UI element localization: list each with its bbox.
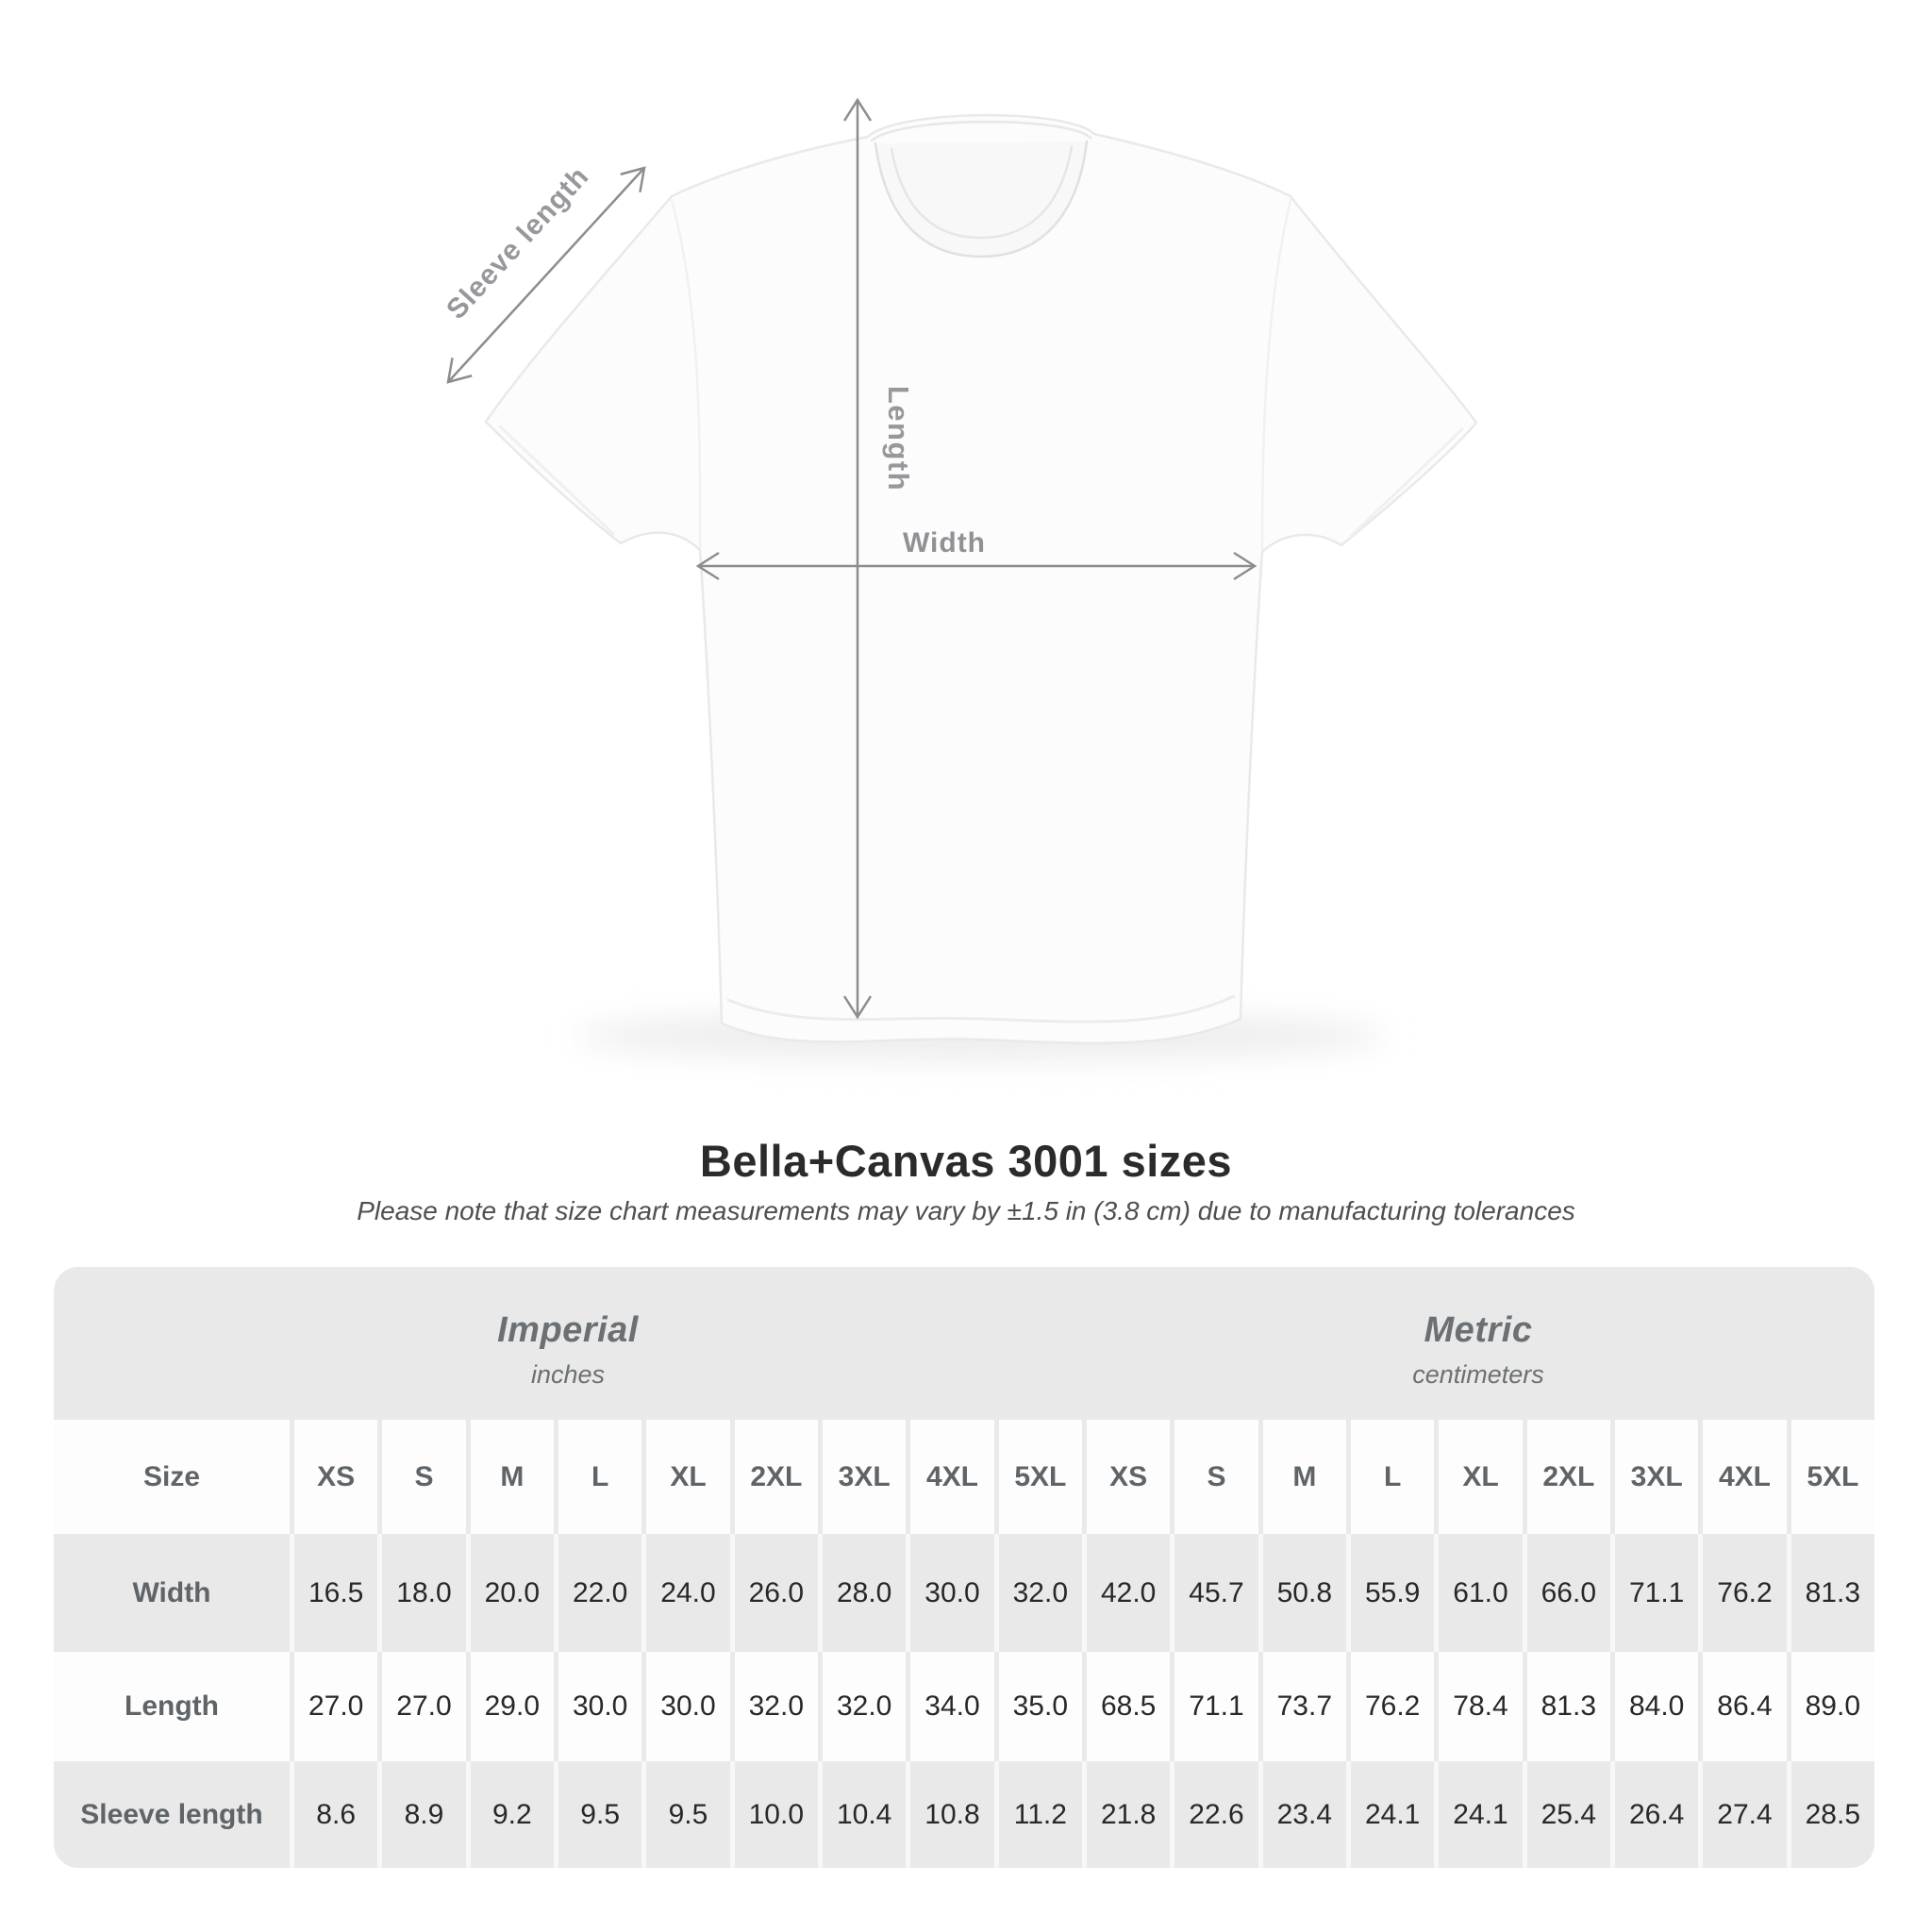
row-label: Length bbox=[54, 1652, 290, 1761]
row-label: Width bbox=[54, 1534, 290, 1652]
measurement-value: 11.2 bbox=[993, 1761, 1082, 1868]
measurement-value: 61.0 bbox=[1434, 1534, 1523, 1652]
measurement-value: 55.9 bbox=[1346, 1534, 1435, 1652]
measurement-value: 9.2 bbox=[465, 1761, 554, 1868]
table-row-width: Width 16.5 18.0 20.0 22.0 24.0 26.0 28.0 30.0 32.… bbox=[54, 1534, 1874, 1652]
measurement-value: 9.5 bbox=[554, 1761, 642, 1868]
measurement-value: 30.0 bbox=[641, 1652, 730, 1761]
size-column-header: 4XL bbox=[906, 1420, 994, 1534]
measurement-value: 18.0 bbox=[377, 1534, 466, 1652]
measurement-value: 23.4 bbox=[1257, 1761, 1346, 1868]
unit-group-sublabel: centimeters bbox=[1412, 1360, 1544, 1389]
size-column-header: 2XL bbox=[729, 1420, 818, 1534]
measurement-value: 34.0 bbox=[906, 1652, 994, 1761]
page-title: Bella+Canvas 3001 sizes bbox=[699, 1136, 1233, 1186]
unit-group-sublabel: inches bbox=[530, 1360, 606, 1389]
table-row-length: Length 27.0 27.0 29.0 30.0 30.0 32.0 32.0 34.0 35… bbox=[54, 1652, 1874, 1761]
measurement-value: 42.0 bbox=[1082, 1534, 1171, 1652]
unit-group-label: Imperial bbox=[497, 1310, 639, 1350]
measurement-value: 24.1 bbox=[1346, 1761, 1435, 1868]
measurement-value: 27.0 bbox=[377, 1652, 466, 1761]
table-corner-header: Size bbox=[54, 1420, 290, 1534]
length-label: Length bbox=[882, 386, 915, 491]
size-column-header: 3XL bbox=[1610, 1420, 1699, 1534]
measurement-value: 28.5 bbox=[1786, 1761, 1874, 1868]
measurement-value: 45.7 bbox=[1170, 1534, 1258, 1652]
size-column-header: S bbox=[1170, 1420, 1258, 1534]
measurement-value: 66.0 bbox=[1522, 1534, 1610, 1652]
unit-group-metric: Metric centimeters bbox=[1082, 1267, 1874, 1420]
measurement-value: 71.1 bbox=[1170, 1652, 1258, 1761]
unit-group-imperial: Imperial inches bbox=[54, 1267, 1082, 1420]
size-column-header: 3XL bbox=[818, 1420, 907, 1534]
measurement-value: 35.0 bbox=[993, 1652, 1082, 1761]
measurement-value: 30.0 bbox=[554, 1652, 642, 1761]
measurement-value: 76.2 bbox=[1698, 1534, 1787, 1652]
measurement-value: 20.0 bbox=[465, 1534, 554, 1652]
measurement-value: 27.4 bbox=[1698, 1761, 1787, 1868]
measurement-value: 32.0 bbox=[818, 1652, 907, 1761]
size-column-header: 4XL bbox=[1698, 1420, 1787, 1534]
measurement-value: 32.0 bbox=[729, 1652, 818, 1761]
collar bbox=[870, 120, 1092, 258]
measurement-value: 81.3 bbox=[1522, 1652, 1610, 1761]
measurement-value: 89.0 bbox=[1786, 1652, 1874, 1761]
measurement-value: 9.5 bbox=[641, 1761, 730, 1868]
size-table: Imperial inches Metric centimeters Size … bbox=[54, 1267, 1874, 1868]
sleeve-length-label: Sleeve length bbox=[441, 160, 595, 325]
measurement-value: 50.8 bbox=[1257, 1534, 1346, 1652]
measurement-value: 22.6 bbox=[1170, 1761, 1258, 1868]
size-column-header: XL bbox=[1434, 1420, 1523, 1534]
measurement-value: 8.6 bbox=[290, 1761, 378, 1868]
measurement-value: 16.5 bbox=[290, 1534, 378, 1652]
size-column-header: 2XL bbox=[1522, 1420, 1610, 1534]
measurement-value: 24.1 bbox=[1434, 1761, 1523, 1868]
measurement-value: 27.0 bbox=[290, 1652, 378, 1761]
measurement-value: 86.4 bbox=[1698, 1652, 1787, 1761]
size-column-header: XL bbox=[641, 1420, 730, 1534]
size-table-body: Width 16.5 18.0 20.0 22.0 24.0 26.0 28.0 30.0 32.… bbox=[54, 1534, 1874, 1868]
measurement-value: 25.4 bbox=[1522, 1761, 1610, 1868]
unit-band: Imperial inches Metric centimeters bbox=[54, 1267, 1874, 1420]
measurement-value: 71.1 bbox=[1610, 1534, 1699, 1652]
row-label: Sleeve length bbox=[54, 1761, 290, 1868]
size-column-header: XS bbox=[1082, 1420, 1171, 1534]
measurement-value: 29.0 bbox=[465, 1652, 554, 1761]
unit-group-label: Metric bbox=[1424, 1310, 1533, 1350]
measurement-value: 28.0 bbox=[818, 1534, 907, 1652]
measurement-value: 10.0 bbox=[729, 1761, 818, 1868]
measurement-value: 81.3 bbox=[1786, 1534, 1874, 1652]
size-column-header: M bbox=[1257, 1420, 1346, 1534]
measurement-value: 10.4 bbox=[818, 1761, 907, 1868]
measurement-value: 10.8 bbox=[906, 1761, 994, 1868]
measurement-value: 30.0 bbox=[906, 1534, 994, 1652]
fabric-fold-lines bbox=[498, 198, 1464, 1024]
measurement-value: 73.7 bbox=[1257, 1652, 1346, 1761]
tshirt-diagram: Sleeve length Length Width bbox=[441, 97, 1478, 1060]
sleeve-length-arrow bbox=[446, 166, 646, 384]
table-header-row: Size XS S M L XL 2XL 3XL 4XL 5XL XS S M L XL 2XL 3XL 4XL… bbox=[54, 1420, 1874, 1534]
size-column-header: L bbox=[1346, 1420, 1435, 1534]
measurement-value: 78.4 bbox=[1434, 1652, 1523, 1761]
measurement-value: 32.0 bbox=[993, 1534, 1082, 1652]
size-column-header: S bbox=[377, 1420, 466, 1534]
measurement-value: 21.8 bbox=[1082, 1761, 1171, 1868]
table-row-sleeve-length: Sleeve length 8.6 8.9 9.2 9.5 9.5 10.0 10.4 10.8… bbox=[54, 1761, 1874, 1868]
size-column-header: 5XL bbox=[993, 1420, 1082, 1534]
measurement-value: 26.4 bbox=[1610, 1761, 1699, 1868]
measurement-value: 68.5 bbox=[1082, 1652, 1171, 1761]
tolerance-note: Please note that size chart measurements… bbox=[357, 1196, 1575, 1225]
size-column-header: M bbox=[465, 1420, 554, 1534]
measurement-value: 76.2 bbox=[1346, 1652, 1435, 1761]
measurement-value: 84.0 bbox=[1610, 1652, 1699, 1761]
size-column-header: 5XL bbox=[1786, 1420, 1874, 1534]
measurement-value: 26.0 bbox=[729, 1534, 818, 1652]
measurement-value: 24.0 bbox=[641, 1534, 730, 1652]
size-column-header: XS bbox=[290, 1420, 378, 1534]
measurement-value: 8.9 bbox=[377, 1761, 466, 1868]
width-label: Width bbox=[903, 527, 986, 558]
size-column-header: L bbox=[554, 1420, 642, 1534]
tshirt-diagram-svg: Sleeve length Length Width bbox=[441, 97, 1478, 1060]
measurement-value: 22.0 bbox=[554, 1534, 642, 1652]
